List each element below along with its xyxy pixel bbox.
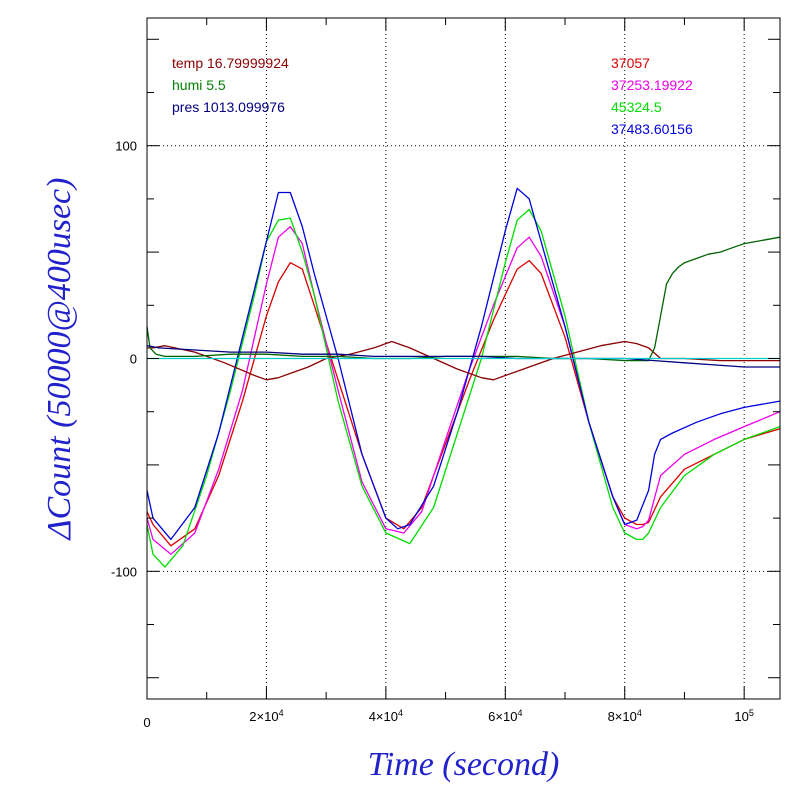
axis-ticks [146,18,780,699]
legend-left-entry: humi 5.5 [172,77,226,93]
series-line-3 [146,187,781,541]
tick-labels: 2×104 4×104 6×104 8×104 105 0 -100 0 100 [111,139,754,730]
x-tick-label: 8×104 [608,708,642,724]
x-axis-title: Time (second) [368,746,560,783]
legend-left-entry: temp 16.79999924 [172,55,289,71]
series-line-2 [146,208,781,568]
legend: temp 16.79999924 humi 5.5 pres 1013.099976… [172,55,693,137]
series-line-0 [146,259,781,547]
legend-right-entry: 37483.60156 [611,121,693,137]
y-tick-label: 100 [115,139,137,154]
x-tick-label: 2×104 [249,708,283,724]
legend-left-entry: pres 1013.099976 [172,99,285,115]
legend-right-entry: 37253.19922 [611,77,693,93]
series-line-4 [147,340,780,381]
series-line-6 [146,345,780,368]
plot-frame [146,17,781,700]
series-lines [146,187,781,568]
x-origin-label: 0 [143,715,150,730]
x-tick-label: 4×104 [369,708,403,724]
y-axis-title: ΔCount (50000@400usec) [41,178,78,542]
y-tick-label: 0 [130,352,137,367]
legend-right-entry: 37057 [611,55,650,71]
legend-right-entry: 45324.5 [611,99,662,115]
series-line-5 [146,236,781,362]
x-tick-label: 105 [734,708,753,724]
series-line-1 [146,225,781,555]
y-tick-label: -100 [111,564,137,579]
x-tick-label: 6×104 [488,708,522,724]
